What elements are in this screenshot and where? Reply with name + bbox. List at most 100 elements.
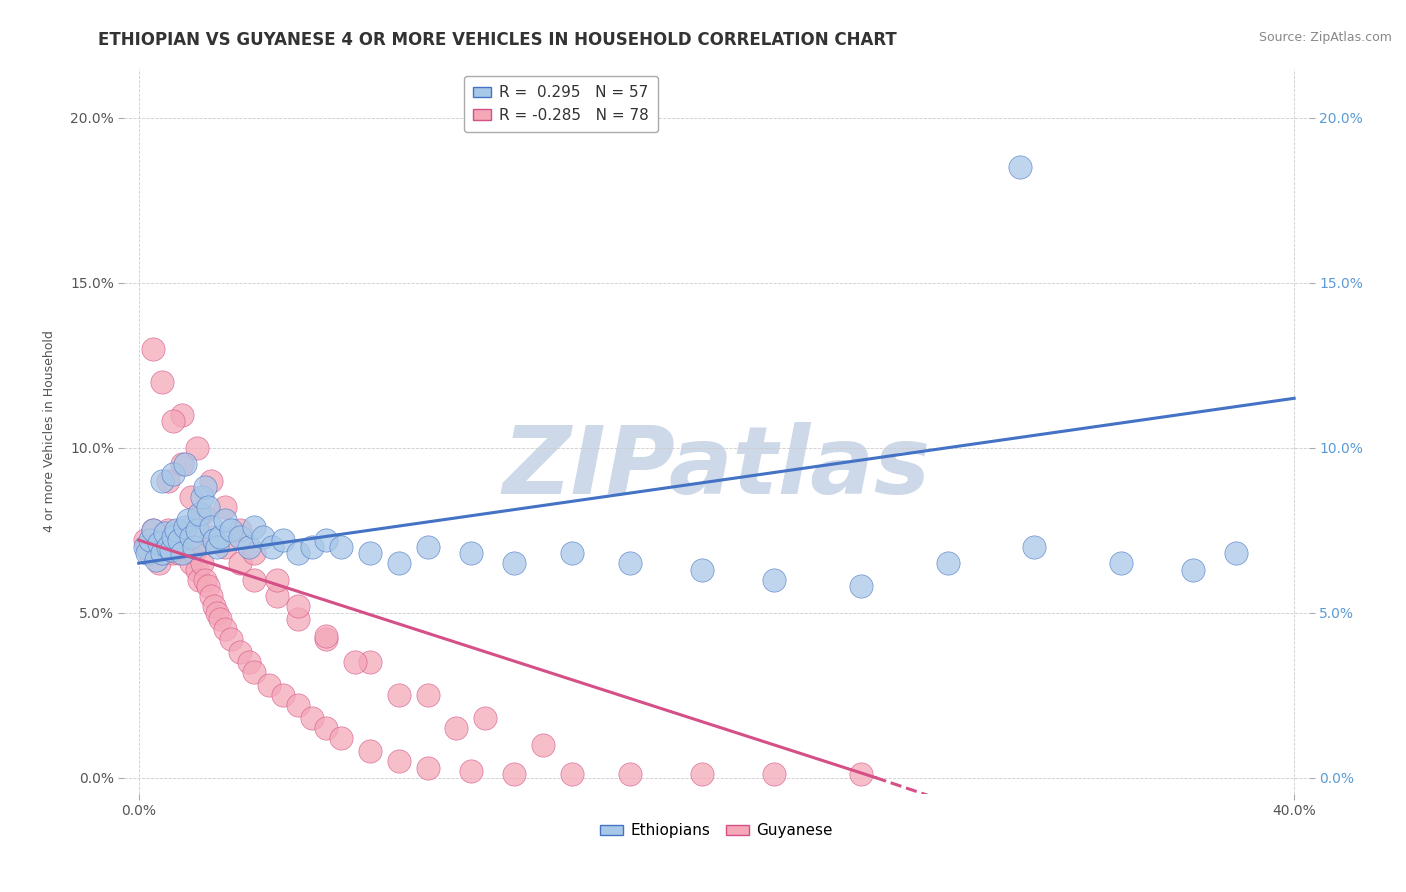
Point	[561, 546, 583, 560]
Point	[202, 533, 225, 547]
Point	[329, 731, 352, 745]
Point	[243, 546, 266, 560]
Point	[205, 540, 228, 554]
Point	[170, 408, 193, 422]
Point	[134, 533, 156, 547]
Point	[167, 533, 190, 547]
Point	[214, 513, 236, 527]
Point	[150, 546, 173, 560]
Point	[287, 546, 309, 560]
Point	[142, 523, 165, 537]
Point	[174, 523, 197, 537]
Point	[162, 546, 184, 560]
Point	[208, 612, 231, 626]
Point	[153, 526, 176, 541]
Point	[139, 546, 162, 560]
Point	[180, 530, 202, 544]
Y-axis label: 4 or more Vehicles in Household: 4 or more Vehicles in Household	[44, 330, 56, 533]
Point	[153, 530, 176, 544]
Point	[200, 589, 222, 603]
Point	[266, 589, 288, 603]
Point	[156, 540, 179, 554]
Point	[229, 645, 252, 659]
Point	[238, 540, 260, 554]
Point	[159, 540, 181, 554]
Point	[136, 546, 159, 560]
Point	[194, 573, 217, 587]
Point	[194, 480, 217, 494]
Point	[167, 546, 190, 560]
Point	[388, 556, 411, 570]
Point	[1008, 161, 1031, 175]
Point	[148, 536, 170, 550]
Point	[690, 563, 713, 577]
Point	[150, 474, 173, 488]
Point	[183, 540, 205, 554]
Point	[388, 688, 411, 702]
Point	[271, 688, 294, 702]
Point	[150, 546, 173, 560]
Point	[416, 540, 439, 554]
Point	[170, 457, 193, 471]
Point	[266, 573, 288, 587]
Point	[136, 540, 159, 554]
Point	[150, 375, 173, 389]
Point	[416, 688, 439, 702]
Point	[531, 738, 554, 752]
Point	[174, 520, 197, 534]
Point	[460, 764, 482, 778]
Point	[344, 655, 367, 669]
Point	[188, 573, 211, 587]
Point	[315, 629, 337, 643]
Point	[197, 500, 219, 515]
Point	[202, 599, 225, 613]
Point	[301, 711, 323, 725]
Point	[145, 553, 167, 567]
Point	[1225, 546, 1247, 560]
Point	[388, 754, 411, 768]
Point	[200, 530, 222, 544]
Point	[191, 490, 214, 504]
Point	[145, 540, 167, 554]
Point	[186, 523, 208, 537]
Point	[1182, 563, 1205, 577]
Point	[690, 767, 713, 781]
Point	[474, 711, 496, 725]
Point	[763, 573, 786, 587]
Point	[139, 533, 162, 547]
Point	[214, 622, 236, 636]
Point	[219, 632, 242, 646]
Point	[416, 761, 439, 775]
Point	[243, 573, 266, 587]
Point	[186, 563, 208, 577]
Point	[162, 530, 184, 544]
Point	[287, 612, 309, 626]
Point	[243, 665, 266, 679]
Point	[162, 467, 184, 482]
Point	[460, 546, 482, 560]
Point	[257, 678, 280, 692]
Point	[1024, 540, 1046, 554]
Point	[238, 655, 260, 669]
Point	[936, 556, 959, 570]
Point	[315, 533, 337, 547]
Point	[229, 523, 252, 537]
Point	[1109, 556, 1132, 570]
Point	[177, 513, 200, 527]
Point	[180, 556, 202, 570]
Point	[229, 556, 252, 570]
Legend: Ethiopians, Guyanese: Ethiopians, Guyanese	[593, 817, 839, 845]
Point	[191, 507, 214, 521]
Point	[134, 540, 156, 554]
Point	[170, 533, 193, 547]
Point	[287, 698, 309, 712]
Point	[287, 599, 309, 613]
Point	[165, 523, 187, 537]
Point	[315, 721, 337, 735]
Point	[329, 540, 352, 554]
Point	[359, 546, 381, 560]
Point	[503, 767, 526, 781]
Point	[214, 500, 236, 515]
Point	[177, 540, 200, 554]
Point	[619, 556, 641, 570]
